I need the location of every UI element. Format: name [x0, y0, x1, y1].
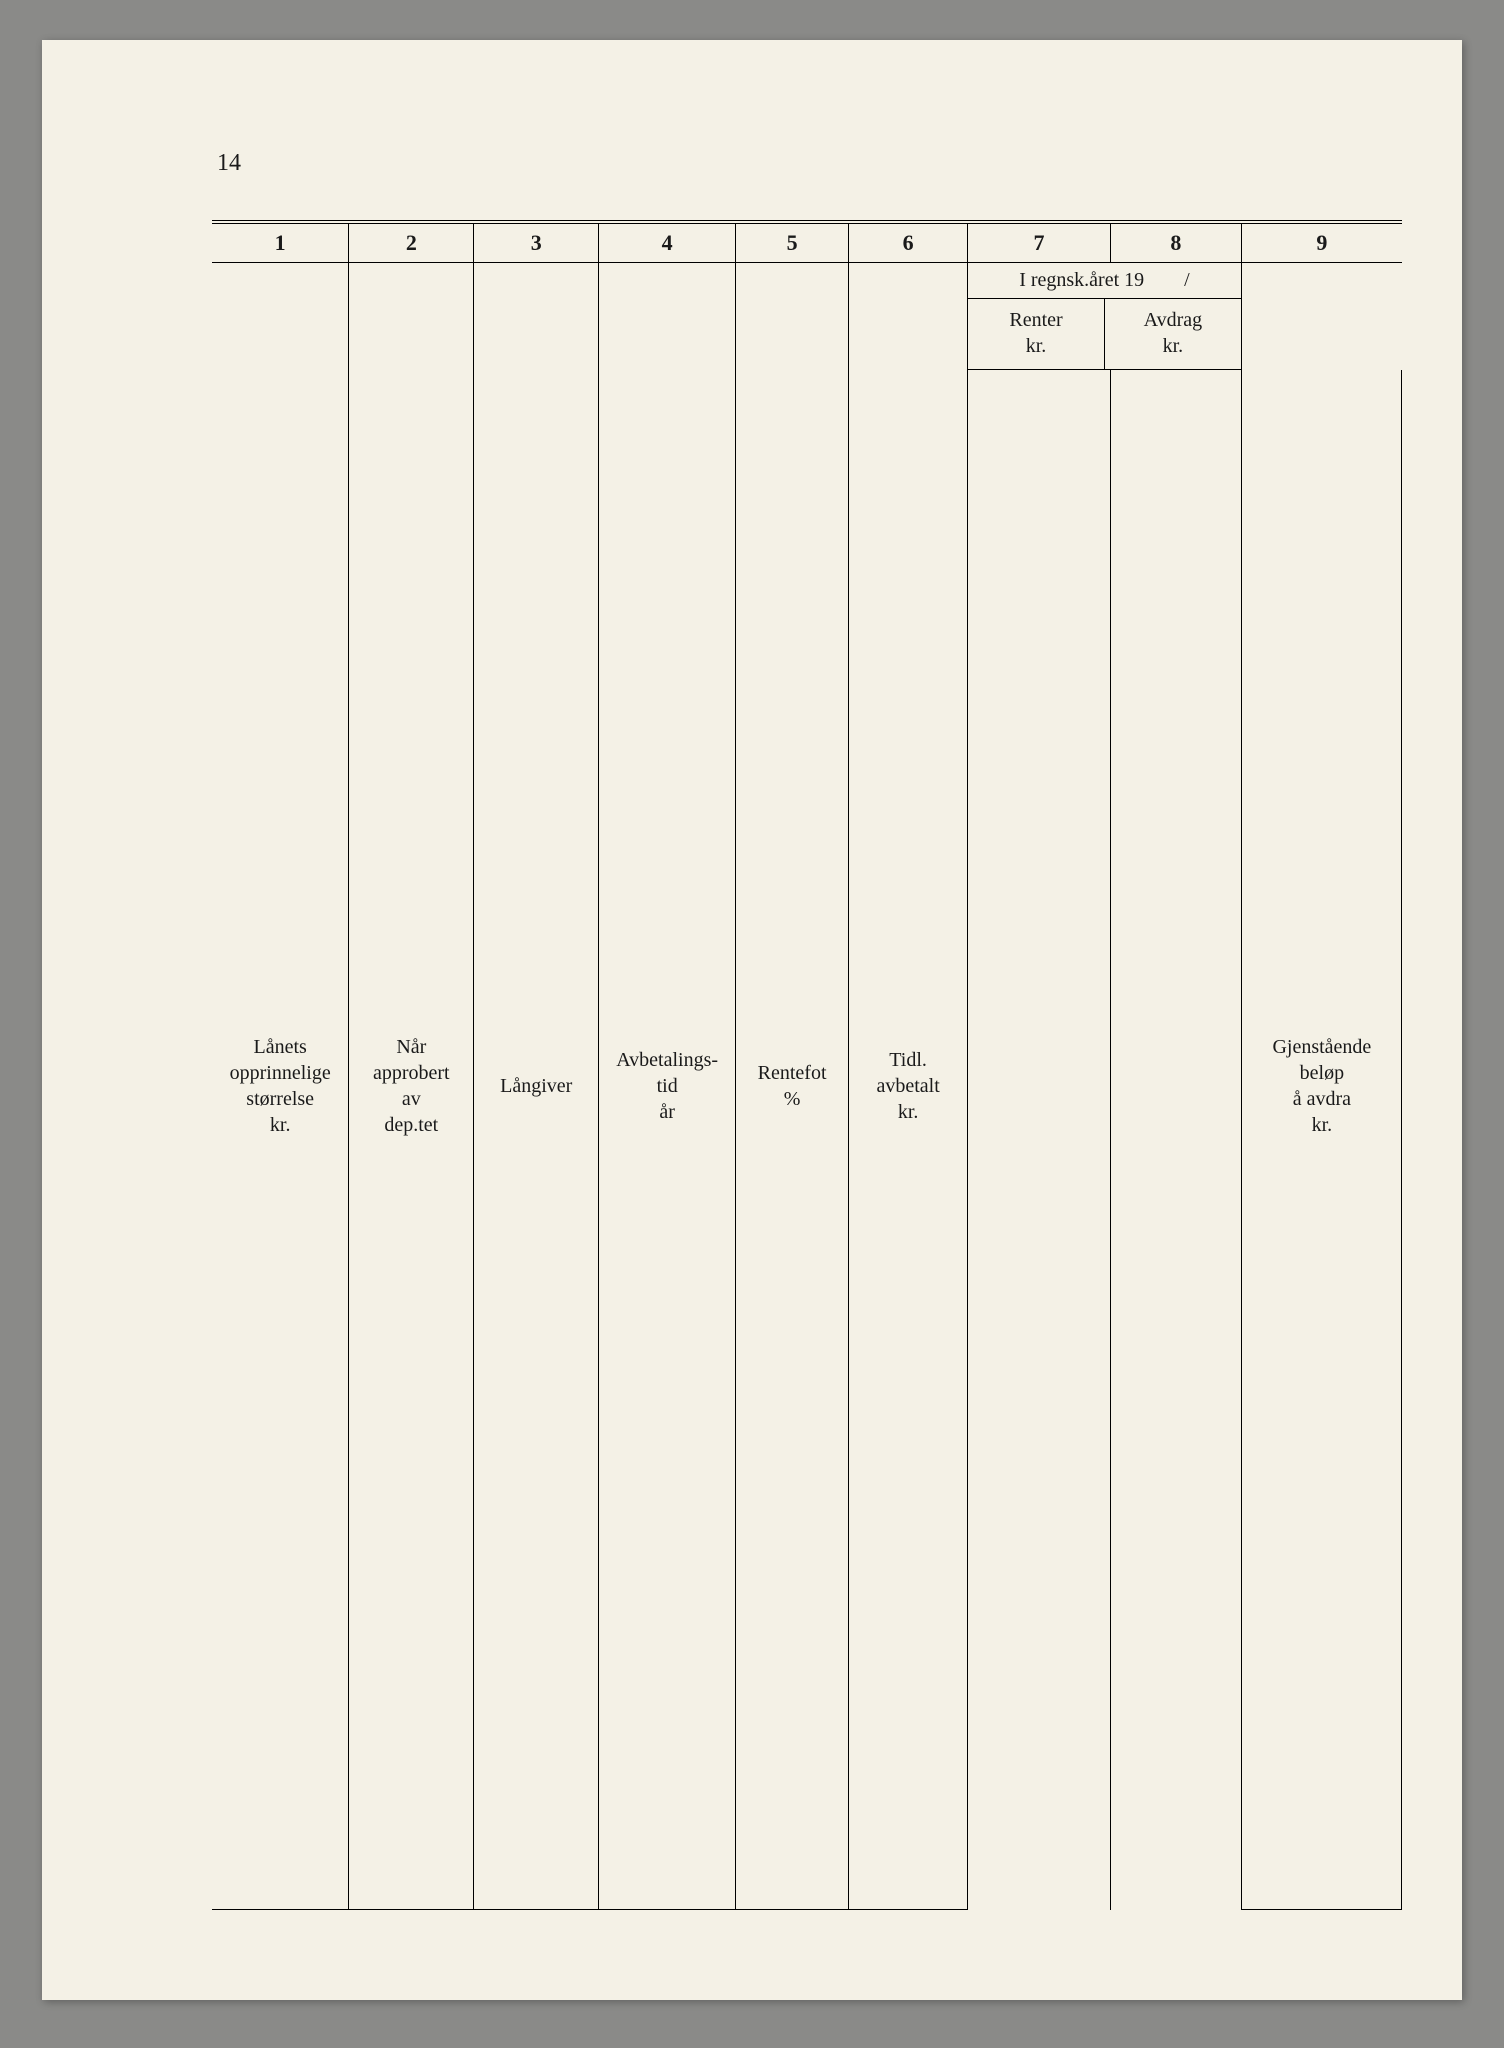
- header-col-3: Långiver: [474, 263, 599, 1910]
- header-text-4: Avbetalings-tidår: [616, 1049, 718, 1123]
- body-col-2: [1110, 370, 1241, 1910]
- col-num-8: 8: [1110, 222, 1241, 263]
- header-col-2: Nårapprobertavdep.tet: [349, 263, 474, 1910]
- col-num-2: 2: [349, 222, 474, 263]
- header-text-6: Tidl.avbetaltkr.: [876, 1049, 939, 1123]
- header-col-6: Tidl.avbetaltkr.: [849, 263, 968, 1910]
- col-num-4: 4: [599, 222, 736, 263]
- col-num-9: 9: [1241, 222, 1402, 263]
- header-text-5: Rentefot%: [758, 1062, 827, 1110]
- col-num-6: 6: [849, 222, 968, 263]
- column-number-row: 1 2 3 4 5 6 7 8 9: [212, 222, 1402, 263]
- header-text-7: Renterkr.: [968, 299, 1105, 369]
- ledger-table: 1 2 3 4 5 6 7 8 9 Lånetsopprinneligestør…: [212, 220, 1402, 1910]
- col-num-1: 1: [212, 222, 349, 263]
- col-num-5: 5: [736, 222, 849, 263]
- header-col-1: Lånetsopprinneligestørrelsekr.: [212, 263, 349, 1910]
- header-col-5: Rentefot%: [736, 263, 849, 1910]
- document-page: 14 1 2 3 4 5 6 7 8 9 Lånetsopprinneliges…: [42, 40, 1462, 2000]
- page-number: 14: [217, 150, 241, 177]
- col-num-7: 7: [968, 222, 1111, 263]
- header-col-7-8: I regnsk.året 19 / Renterkr. Avdragkr.: [968, 263, 1242, 370]
- header-text-9: Gjenståendebeløpå avdrakr.: [1272, 1036, 1371, 1136]
- header-col-4: Avbetalings-tidår: [599, 263, 736, 1910]
- header-text-1: Lånetsopprinneligestørrelsekr.: [230, 1036, 331, 1136]
- header-col-9: Gjenståendebeløpå avdrakr.: [1241, 263, 1402, 1910]
- body-col-1: [968, 370, 1111, 1910]
- header-row: Lånetsopprinneligestørrelsekr. Nårapprob…: [212, 263, 1402, 370]
- ledger-table-container: 1 2 3 4 5 6 7 8 9 Lånetsopprinneligestør…: [212, 220, 1402, 1910]
- col-num-3: 3: [474, 222, 599, 263]
- header-text-2: Nårapprobertavdep.tet: [373, 1036, 450, 1136]
- header-text-7-8-top: I regnsk.året 19 /: [968, 263, 1241, 299]
- header-text-8: Avdragkr.: [1105, 299, 1241, 369]
- header-text-3: Långiver: [500, 1075, 572, 1097]
- header-7-8-bottom: Renterkr. Avdragkr.: [968, 299, 1241, 369]
